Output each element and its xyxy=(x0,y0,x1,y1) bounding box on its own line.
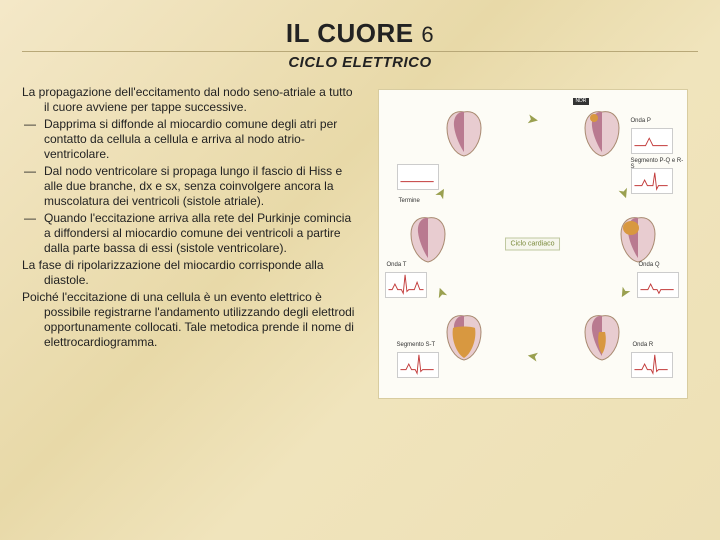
bullet-2: — Dal nodo ventricolare si propaga lungo… xyxy=(22,164,357,209)
label-onda-r: Onda R xyxy=(633,342,654,348)
heart-stage-1 xyxy=(441,108,487,158)
arrow-icon: ➤ xyxy=(525,349,539,365)
bullet-1: — Dapprima si diffonde al miocardio comu… xyxy=(22,117,357,162)
ecg-6 xyxy=(385,272,427,298)
bullet-3: — Quando l'eccitazione arriva alla rete … xyxy=(22,211,357,256)
ecg-4 xyxy=(631,352,673,378)
arrow-icon: ➤ xyxy=(431,184,449,201)
heart-stage-6 xyxy=(405,214,451,264)
center-label: Ciclo cardiaco xyxy=(505,238,561,251)
arrow-icon: ➤ xyxy=(525,111,539,127)
image-column: NDR Onda P Segmento P-Q e R-S Onda Q xyxy=(367,85,698,530)
bullet-3-text: Quando l'eccitazione arriva alla rete de… xyxy=(44,211,357,256)
ecg-2 xyxy=(631,128,673,154)
heart-stage-5 xyxy=(441,312,487,362)
ecg-5 xyxy=(397,352,439,378)
label-termine: Termine xyxy=(399,198,420,204)
dash-icon: — xyxy=(22,211,44,256)
ecg-1 xyxy=(397,164,439,190)
label-onda-p: Onda P xyxy=(631,118,651,124)
slide-subtitle: CICLO ELETTRICO xyxy=(22,54,698,71)
slide-title: IL CUORE 6 xyxy=(22,18,698,49)
bullet-1-text: Dapprima si diffonde al miocardio comune… xyxy=(44,117,357,162)
arrow-icon: ➤ xyxy=(616,185,633,201)
ecg-2b xyxy=(631,168,673,194)
label-onda-t: Onda T xyxy=(387,262,407,268)
label-onda-q: Onda Q xyxy=(639,262,660,268)
bullet-2-text: Dal nodo ventricolare si propaga lungo i… xyxy=(44,164,357,209)
title-rule xyxy=(22,51,698,52)
title-number: 6 xyxy=(421,22,434,47)
heart-stage-2 xyxy=(579,108,625,158)
heart-stage-4 xyxy=(579,312,625,362)
slide-header: IL CUORE 6 CICLO ELETTRICO xyxy=(22,18,698,71)
title-main: IL CUORE xyxy=(286,18,414,48)
text-column: La propagazione dell'eccitamento dal nod… xyxy=(22,85,357,530)
ecg-3 xyxy=(637,272,679,298)
label-seg-st: Segmento S-T xyxy=(397,342,436,348)
heart-stage-3 xyxy=(615,214,661,264)
paragraph-diastole: La fase di ripolarizzazione del miocardi… xyxy=(22,258,357,288)
dash-icon: — xyxy=(22,164,44,209)
cardiac-cycle-diagram: NDR Onda P Segmento P-Q e R-S Onda Q xyxy=(378,89,688,399)
arrow-icon: ➤ xyxy=(432,285,449,301)
paragraph-ecg: Poiché l'eccitazione di una cellula è un… xyxy=(22,290,357,350)
dash-icon: — xyxy=(22,117,44,162)
paragraph-intro: La propagazione dell'eccitamento dal nod… xyxy=(22,85,357,115)
label-seg-pq: Segmento P-Q e R-S xyxy=(631,158,687,170)
ndr-label: NDR xyxy=(573,98,590,105)
content-area: La propagazione dell'eccitamento dal nod… xyxy=(22,85,698,530)
arrow-icon: ➤ xyxy=(615,284,633,301)
